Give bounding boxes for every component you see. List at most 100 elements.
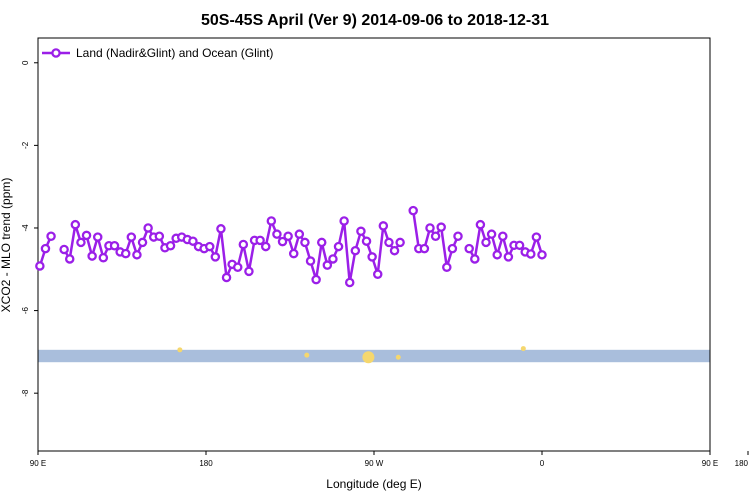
- data-point: [266, 216, 277, 226]
- data-point: [419, 243, 430, 254]
- data-point: [344, 277, 355, 288]
- y-tick-label: -2: [21, 141, 30, 149]
- data-point: [356, 226, 366, 237]
- data-point: [238, 239, 249, 250]
- data-point: [436, 222, 446, 232]
- data-point: [59, 244, 69, 255]
- y-axis-ticks: 0 -2 -4 -6 -8: [21, 60, 38, 397]
- data-point: [442, 262, 452, 272]
- data-point: [447, 243, 458, 254]
- x-tick-label: 0: [540, 459, 545, 468]
- chart-title: 50S-45S April (Ver 9) 2014-09-06 to 2018…: [201, 12, 549, 29]
- data-point: [395, 237, 405, 248]
- data-point: [98, 252, 109, 263]
- y-tick-label: -8: [21, 389, 30, 397]
- data-point: [333, 241, 344, 252]
- data-point: [204, 241, 215, 252]
- data-point: [328, 254, 338, 264]
- legend: Land (Nadir&Glint) and Ocean (Glint): [42, 46, 273, 60]
- data-point: [453, 231, 463, 241]
- data-point: [470, 254, 480, 264]
- plot-region: [35, 37, 711, 452]
- y-tick-label: 0: [21, 60, 30, 65]
- data-point: [486, 229, 497, 239]
- data-point: [87, 251, 97, 261]
- data-point: [339, 216, 349, 226]
- data-point: [109, 240, 120, 251]
- data-point: [154, 231, 165, 241]
- data-point: [137, 237, 148, 248]
- data-point: [378, 221, 389, 231]
- data-point: [244, 266, 254, 277]
- data-point: [143, 223, 153, 233]
- x-axis-ticks: 90 E 180 90 W 0 90 E 180: [30, 451, 749, 468]
- data-point: [46, 231, 56, 241]
- data-point: [367, 252, 377, 262]
- data-point: [316, 237, 327, 248]
- land-marker: [304, 352, 310, 358]
- data-point: [537, 250, 547, 260]
- data-point: [188, 236, 198, 246]
- data-point: [232, 262, 243, 272]
- data-point: [372, 269, 383, 279]
- series-line: [63, 219, 402, 284]
- y-tick-label: -6: [21, 306, 30, 314]
- data-point: [425, 223, 435, 233]
- data-point: [384, 237, 394, 248]
- data-point: [305, 256, 316, 266]
- data-point: [311, 274, 321, 285]
- data-point: [40, 243, 51, 254]
- data-point: [132, 250, 142, 260]
- data-point: [70, 219, 81, 230]
- data-point: [283, 231, 293, 241]
- land-marker: [177, 347, 183, 353]
- land-marker: [362, 351, 375, 364]
- data-point: [216, 224, 226, 234]
- data-point: [322, 260, 333, 270]
- data-point: [361, 236, 372, 246]
- data-point: [408, 205, 418, 216]
- y-axis-label: XCO2 - MLO trend (ppm): [0, 178, 13, 313]
- data-point: [492, 250, 502, 260]
- data-point: [64, 254, 75, 264]
- data-point: [288, 248, 299, 259]
- data-point: [514, 240, 525, 251]
- data-point: [350, 245, 361, 256]
- data-point: [300, 237, 310, 248]
- y-tick-label: -4: [21, 224, 30, 232]
- data-point: [92, 232, 103, 242]
- data-point: [35, 261, 45, 271]
- data-point: [294, 229, 305, 239]
- data-point: [498, 231, 508, 241]
- x-axis-label: Longitude (deg E): [326, 477, 421, 491]
- data-point: [389, 245, 400, 256]
- data-point: [272, 229, 282, 239]
- data-point: [120, 248, 131, 259]
- data-point: [165, 240, 176, 251]
- data-point: [126, 232, 137, 242]
- data-point: [481, 237, 491, 248]
- data-point: [260, 241, 271, 252]
- data-point: [277, 236, 288, 247]
- x-tick-label: 180: [735, 459, 749, 468]
- data-point: [81, 230, 92, 241]
- legend-entry-label: Land (Nadir&Glint) and Ocean (Glint): [76, 46, 273, 60]
- data-point: [255, 235, 265, 246]
- data-point: [526, 249, 536, 259]
- land-marker: [395, 354, 401, 360]
- data-point: [76, 237, 86, 248]
- x-tick-label: 180: [199, 459, 213, 468]
- land-marker: [520, 346, 526, 352]
- data-point: [430, 231, 441, 241]
- x-tick-label: 90 E: [702, 459, 718, 468]
- data-point: [475, 219, 486, 230]
- data-point: [221, 272, 232, 283]
- data-point: [503, 252, 514, 262]
- data-point: [531, 232, 542, 242]
- data-point: [464, 243, 474, 254]
- legend-marker-swatch: [51, 48, 61, 58]
- data-point: [210, 252, 221, 262]
- x-tick-label: 90 E: [30, 459, 46, 468]
- x-tick-label: 90 W: [365, 459, 384, 468]
